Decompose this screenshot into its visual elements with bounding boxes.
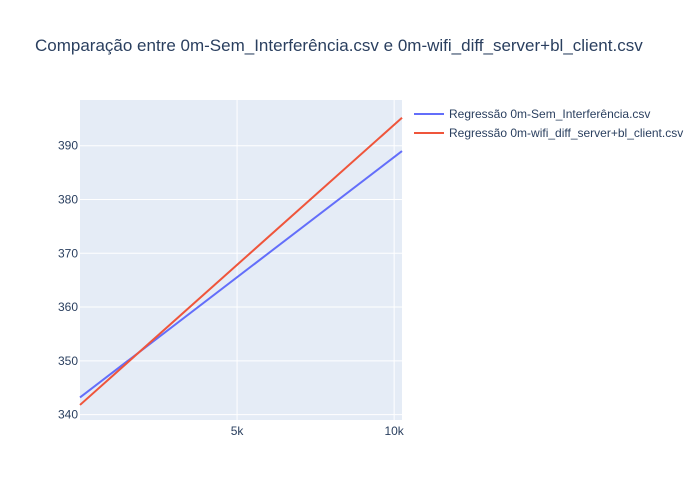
y-tick-label: 370 bbox=[58, 246, 78, 260]
y-tick-labels: 340 350 360 370 380 390 bbox=[58, 139, 78, 422]
series-lines bbox=[79, 117, 403, 406]
y-tick-label: 360 bbox=[58, 300, 78, 314]
x-tick-labels: 5k 10k bbox=[231, 424, 405, 438]
series-line-2 bbox=[79, 117, 403, 406]
chart-title: Comparação entre 0m-Sem_Interferência.cs… bbox=[35, 36, 643, 55]
y-tick-label: 380 bbox=[58, 192, 78, 206]
legend[interactable]: Regressão 0m-Sem_Interferência.csv Regres… bbox=[414, 107, 683, 140]
y-gridlines bbox=[80, 145, 402, 416]
legend-label: Regressão 0m-Sem_Interferência.csv bbox=[449, 107, 650, 121]
plot-area bbox=[80, 100, 402, 420]
y-tick-label: 390 bbox=[58, 139, 78, 153]
x-tick-label: 5k bbox=[231, 424, 245, 438]
legend-item-1[interactable]: Regressão 0m-Sem_Interferência.csv bbox=[414, 107, 650, 121]
legend-label: Regressão 0m-wifi_diff_server+bl_client.… bbox=[449, 126, 683, 140]
y-tick-label: 340 bbox=[58, 408, 78, 422]
y-tick-label: 350 bbox=[58, 354, 78, 368]
x-tick-label: 10k bbox=[384, 424, 404, 438]
legend-item-2[interactable]: Regressão 0m-wifi_diff_server+bl_client.… bbox=[414, 126, 683, 140]
x-gridlines bbox=[236, 100, 395, 420]
